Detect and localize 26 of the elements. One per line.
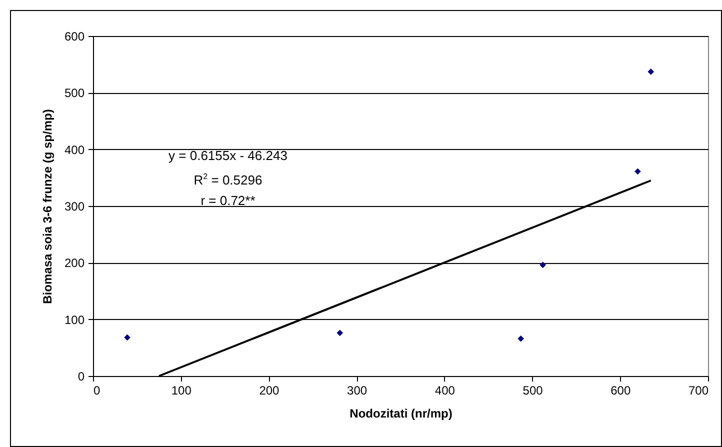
y-tick-label: 200	[64, 256, 85, 270]
y-tick-label: 300	[64, 200, 85, 214]
y-tick-label: 400	[64, 142, 85, 157]
point	[540, 262, 546, 268]
annotation: r = 0.72**	[200, 192, 256, 210]
x-tick-label: 100	[171, 384, 192, 398]
y-tick-label: 500	[64, 86, 85, 100]
y-axis-title: Biomasa soia 3-6 frunze (g sp/mp)	[40, 109, 54, 304]
annotation: y = 0.6155x - 46.243	[168, 147, 288, 165]
point	[336, 330, 344, 336]
x-tick-label: 600	[610, 384, 631, 398]
point	[518, 335, 524, 342]
point	[648, 68, 654, 75]
x-tick-label: 0	[94, 384, 100, 398]
x-tick-label: 700	[688, 384, 709, 398]
x-tick-label: 300	[347, 384, 368, 398]
point	[634, 168, 641, 175]
x-tick-label: 200	[259, 384, 280, 398]
annotation: R$^{2}$ = 0.5296	[192, 171, 264, 190]
y-tick-label: 600	[64, 30, 85, 44]
y-tick-label: 100	[64, 312, 85, 327]
x-axis-title: Nodozitati (nr/mp)	[350, 406, 452, 420]
y-tick-label: 0	[78, 370, 85, 384]
point	[124, 334, 130, 341]
x-tick-label: 500	[522, 384, 544, 398]
x-tick-label: 400	[434, 384, 456, 398]
